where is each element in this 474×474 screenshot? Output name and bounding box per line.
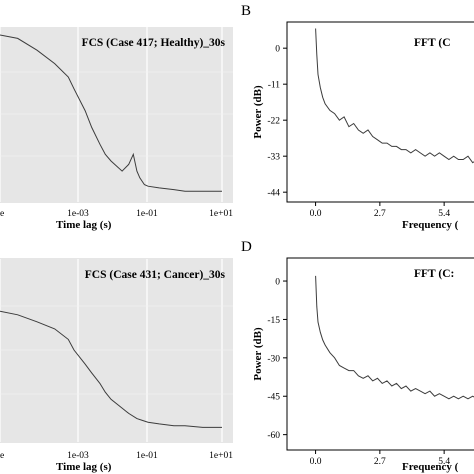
fcs-panel-healthy: FCS (Case 417; Healthy)_30s e 1e-03 1e-01 1… (0, 27, 233, 231)
x-tick-labels: e 1e-03 1e-01 1e+01 (0, 451, 233, 461)
fft-panel-b: B FFT (C 0.0 2.7 5.4 0 -11 -22 -33 -44 Power (d… (241, 3, 474, 231)
plot-frame (286, 257, 474, 451)
x-tick-label: 0.0 (310, 457, 322, 467)
fcs-panel-cancer: FCS (Case 431; Cancer)_30s e 1e-03 1e-01 1e… (0, 258, 233, 473)
x-tick-label: 2.7 (374, 209, 386, 219)
data-marks (315, 28, 474, 164)
y-tick-label: -30 (267, 354, 280, 364)
data-marks (0, 34, 222, 192)
y-tick-label: 0 (275, 45, 280, 55)
y-tick-label: -45 (267, 393, 280, 403)
grid-lines (0, 259, 233, 442)
chart-title: FCS (Case 431; Cancer)_30s (85, 269, 226, 281)
panel-label: D (241, 239, 252, 255)
panel-label: B (241, 3, 251, 19)
tick-labels: 0.0 2.7 5.4 0 -15 -30 -45 -60 (267, 278, 450, 467)
tick-labels: 0.0 2.7 5.4 0 -11 -22 -33 -44 (267, 45, 450, 219)
plot-background (0, 258, 233, 443)
y-tick-label: 0 (275, 278, 280, 288)
y-tick-label: -60 (267, 431, 280, 441)
plot-background (0, 27, 233, 203)
x-tick-label: e (0, 451, 4, 461)
data-marks (315, 275, 474, 400)
x-axis-label: Frequency ( (402, 219, 459, 231)
grid-lines (0, 27, 233, 202)
chart-title: FFT (C (414, 37, 451, 49)
x-tick-label: 1e+01 (209, 209, 233, 219)
x-tick-label: 5.4 (438, 209, 450, 219)
series-line (0, 310, 222, 428)
x-tick-label: e (0, 209, 4, 219)
chart-title: FCS (Case 417; Healthy)_30s (82, 37, 226, 49)
x-tick-label: 0.0 (310, 209, 322, 219)
series-line (315, 275, 474, 400)
x-tick-label: 1e-03 (67, 209, 89, 219)
y-tick-label: -44 (267, 189, 280, 199)
fft-panel-d: D FFT (C: 0.0 2.7 5.4 0 -15 -30 -45 -60 Power (… (241, 239, 474, 473)
x-tick-label: 1e+01 (209, 451, 233, 461)
x-tick-label: 1e-03 (67, 451, 89, 461)
plot-frame (286, 21, 474, 203)
y-tick-label: -11 (268, 81, 281, 91)
y-tick-label: -15 (267, 316, 280, 326)
x-tick-label: 1e-01 (136, 209, 158, 219)
y-tick-label: -22 (267, 117, 280, 127)
chart-title: FFT (C: (414, 268, 454, 280)
series-line (315, 28, 474, 164)
x-tick-label: 1e-01 (136, 451, 158, 461)
x-tick-label: 2.7 (374, 457, 386, 467)
x-tick-labels: e 1e-03 1e-01 1e+01 (0, 209, 233, 219)
y-axis-label: Power (dB) (252, 327, 264, 381)
y-axis-label: Power (dB) (252, 85, 264, 139)
y-tick-label: -33 (267, 153, 280, 163)
x-axis-label: Time lag (s) (56, 219, 112, 231)
x-axis-label: Frequency ( (402, 461, 459, 473)
x-axis-label: Time lag (s) (56, 461, 112, 473)
x-tick-label: 5.4 (438, 457, 450, 467)
data-marks (0, 310, 222, 428)
series-line (0, 34, 222, 192)
